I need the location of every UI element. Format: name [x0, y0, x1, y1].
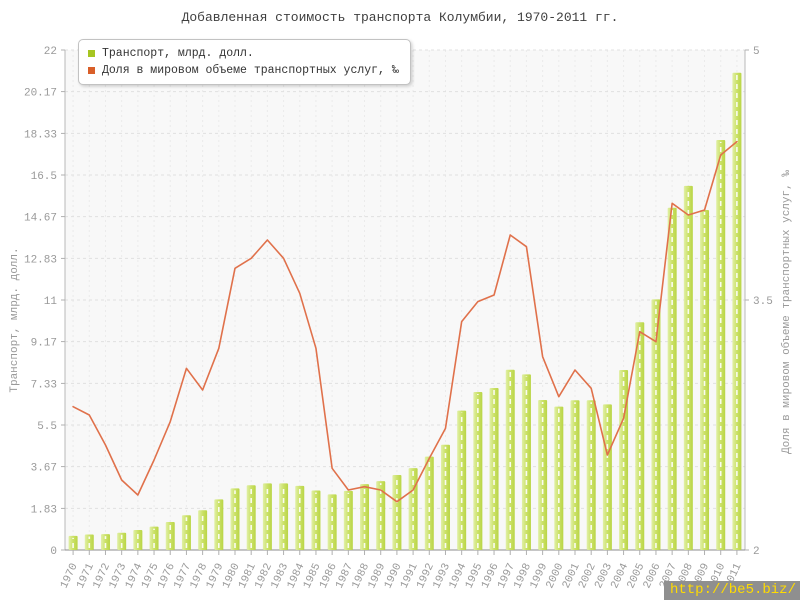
- svg-text:3.67: 3.67: [31, 463, 57, 475]
- legend-item-share: Доля в мировом объеме транспортных услуг…: [88, 62, 399, 79]
- svg-text:2: 2: [753, 546, 760, 558]
- svg-text:0: 0: [50, 546, 57, 558]
- legend-item-transport: Транспорт, млрд. долл.: [88, 45, 399, 62]
- svg-text:3.5: 3.5: [753, 296, 773, 308]
- svg-text:22: 22: [44, 46, 57, 58]
- legend: Транспорт, млрд. долл. Доля в мировом об…: [78, 39, 411, 85]
- svg-text:11: 11: [44, 296, 58, 308]
- right-axis-title: Доля в мировом объеме транспортных услуг…: [781, 170, 793, 454]
- svg-text:5.5: 5.5: [37, 421, 57, 433]
- svg-text:18.33: 18.33: [24, 129, 57, 141]
- svg-text:14.67: 14.67: [24, 213, 57, 225]
- svg-text:12.83: 12.83: [24, 254, 57, 266]
- svg-text:1.83: 1.83: [31, 504, 57, 516]
- watermark-link[interactable]: http://be5.biz/: [663, 581, 800, 600]
- svg-text:5: 5: [753, 46, 760, 58]
- bar-series-swatch-icon: [88, 50, 95, 57]
- chart-title: Добавленная стоимость транспорта Колумби…: [181, 10, 619, 25]
- legend-label-transport: Транспорт, млрд. долл.: [102, 47, 254, 60]
- line-series-swatch-icon: [88, 67, 95, 74]
- svg-text:9.17: 9.17: [31, 338, 57, 350]
- svg-text:20.17: 20.17: [24, 88, 57, 100]
- svg-text:16.5: 16.5: [31, 171, 57, 183]
- legend-label-share: Доля в мировом объеме транспортных услуг…: [102, 64, 399, 77]
- left-axis-title: Транспорт, млрд. долл.: [9, 247, 21, 393]
- svg-text:7.33: 7.33: [31, 379, 57, 391]
